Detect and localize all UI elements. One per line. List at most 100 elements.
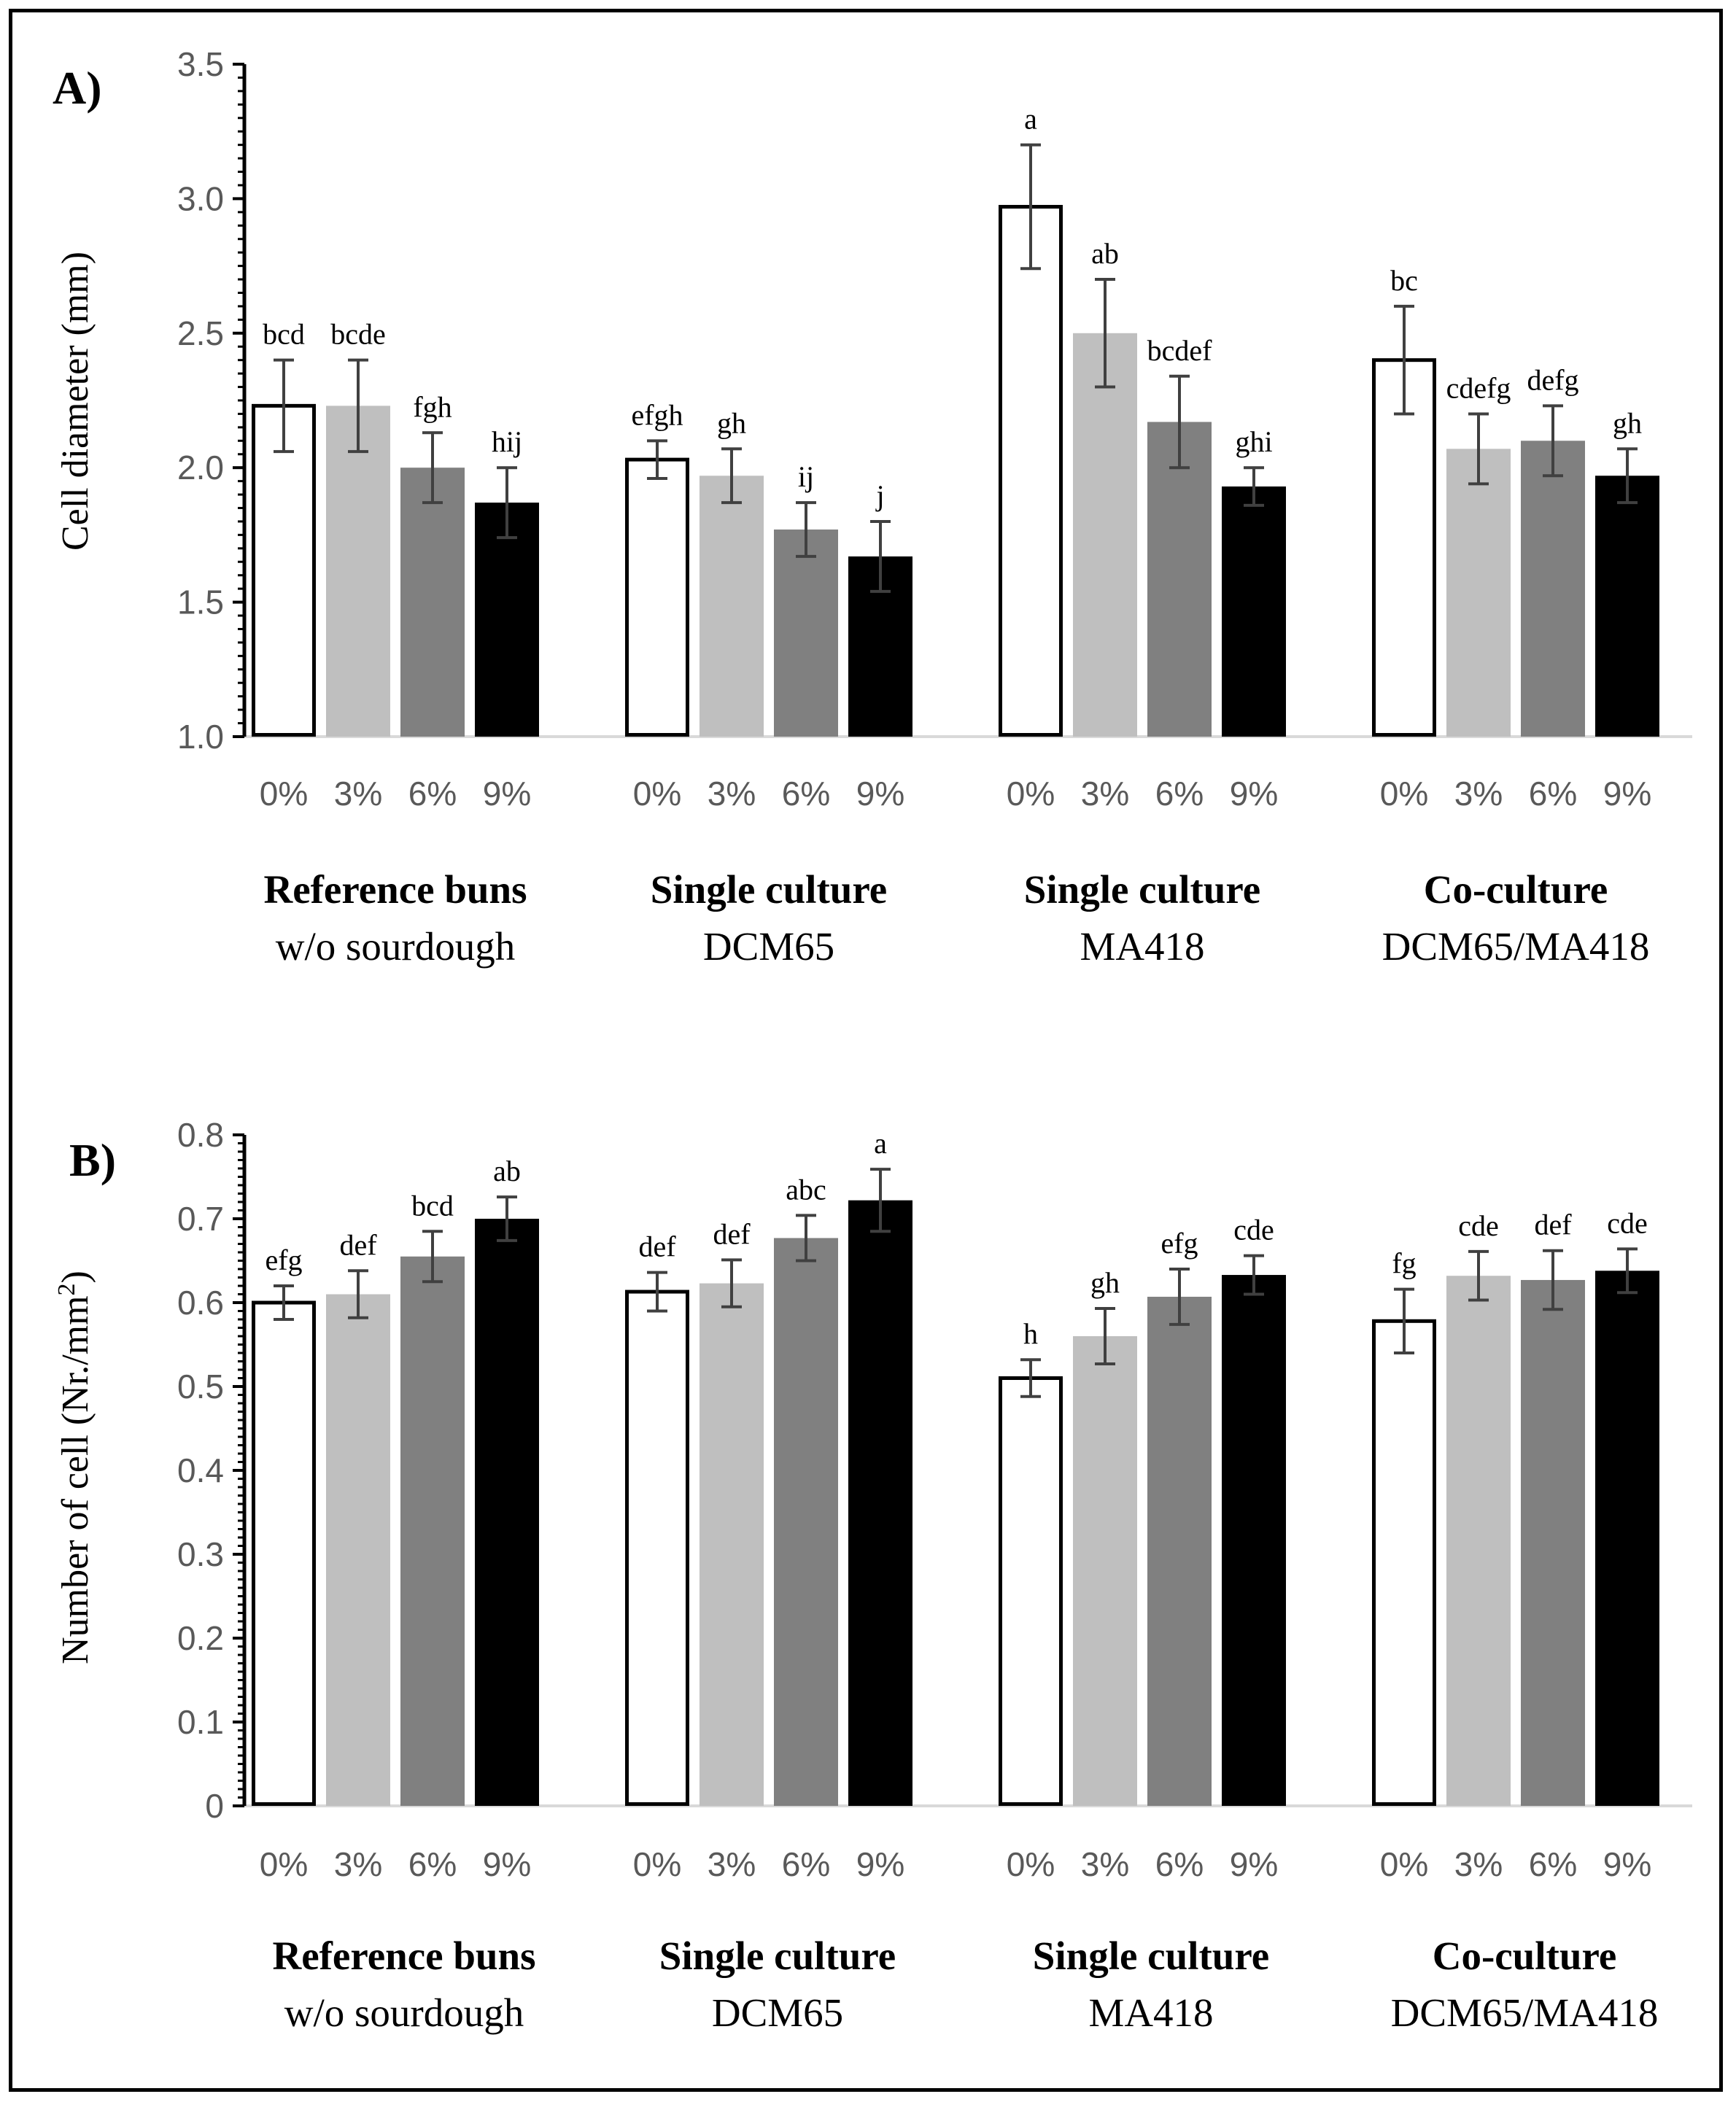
significance-letter: a [1024, 103, 1037, 136]
category-label: 9% [483, 775, 531, 813]
bar [1147, 422, 1212, 737]
significance-letter: gh [717, 406, 746, 439]
category-label: 6% [1529, 1845, 1577, 1883]
significance-letter: def [638, 1230, 676, 1263]
group-label-subtitle: DCM65 [703, 924, 834, 969]
y-tick-label: 0.4 [177, 1451, 224, 1489]
significance-letter: bcdef [1147, 334, 1213, 367]
bar [252, 403, 316, 737]
bar [1147, 1296, 1212, 1806]
significance-letter: def [339, 1228, 377, 1261]
significance-letter: efgh [631, 398, 683, 431]
bar [1222, 486, 1286, 737]
category-label: 6% [408, 775, 457, 813]
category-label: 6% [782, 1845, 830, 1883]
significance-letter: cdefg [1446, 371, 1511, 404]
significance-letter: fg [1392, 1247, 1416, 1280]
significance-letter: cde [1458, 1209, 1499, 1242]
bar [1521, 1279, 1585, 1806]
bar [999, 1376, 1063, 1806]
y-axis-title-text: Number of cell (Nr./mm [55, 1295, 96, 1664]
significance-letter: cde [1607, 1206, 1648, 1239]
significance-letter: defg [1527, 363, 1578, 396]
y-tick-label: 0.3 [177, 1535, 224, 1573]
bar [1446, 1276, 1511, 1806]
y-tick-label: 0 [205, 1787, 224, 1825]
y-tick-label: 0.8 [177, 1116, 224, 1154]
significance-letter: a [874, 1127, 887, 1160]
y-tick-label: 3.5 [177, 45, 224, 83]
category-label: 6% [1529, 775, 1577, 813]
category-label: 3% [334, 775, 382, 813]
y-tick-label: 0.7 [177, 1200, 224, 1238]
group-label-title: Reference buns [263, 867, 527, 912]
significance-letter: ab [493, 1155, 521, 1187]
category-label: 6% [408, 1845, 457, 1883]
significance-letter: bcde [330, 318, 386, 351]
significance-letter: fgh [413, 390, 452, 423]
chart-panel-b: B) Number of cell (Nr./mm2) 0 0.1 0.2 0.3 0.4 0… [53, 1116, 1692, 2035]
bar [1222, 1275, 1286, 1806]
significance-letter: h [1023, 1317, 1038, 1350]
bar [252, 1300, 316, 1806]
panel-label: B) [69, 1134, 116, 1186]
panel-label: A) [53, 62, 102, 114]
group-label-subtitle: DCM65 [712, 1990, 843, 2035]
significance-letter: efg [1160, 1227, 1198, 1260]
category-label: 3% [1454, 1845, 1503, 1883]
y-axis-title-end: ) [55, 1271, 96, 1283]
group-label-subtitle: MA418 [1080, 924, 1204, 969]
y-tick-label: 0.2 [177, 1619, 224, 1657]
significance-letter: ij [798, 460, 814, 493]
category-label: 3% [708, 775, 756, 813]
significance-letter: j [875, 479, 884, 512]
group-label-subtitle: MA418 [1088, 1990, 1213, 2035]
bar [774, 530, 838, 737]
bar [625, 1289, 689, 1807]
category-label: 9% [1230, 1845, 1278, 1883]
bar [1595, 476, 1659, 737]
bar [1521, 441, 1585, 737]
bar [625, 457, 689, 737]
group-label-title: Single culture [651, 867, 887, 912]
y-axis-title-text: Cell diameter (mm) [55, 252, 96, 551]
bar [1446, 449, 1511, 737]
y-axis-title: Number of cell (Nr./mm2) [53, 1271, 97, 1664]
significance-letter: cde [1233, 1214, 1274, 1246]
bar [400, 468, 465, 737]
category-label: 0% [1007, 1845, 1055, 1883]
bar [475, 1219, 539, 1806]
bar [326, 406, 390, 737]
category-label: 9% [856, 1845, 904, 1883]
group-label-subtitle: w/o sourdough [284, 1990, 524, 2035]
category-label: 3% [708, 1845, 756, 1883]
bar [1372, 358, 1436, 737]
category-label: 3% [1081, 775, 1129, 813]
y-tick-label: 1.5 [177, 583, 224, 621]
group-label-title: Single culture [659, 1934, 896, 1978]
category-label: 0% [260, 1845, 308, 1883]
category-label: 9% [483, 1845, 531, 1883]
category-label: 9% [1603, 775, 1651, 813]
category-label: 9% [1230, 775, 1278, 813]
group-label-title: Co-culture [1433, 1934, 1617, 1978]
significance-letter: bcd [411, 1189, 454, 1222]
category-label: 3% [1081, 1845, 1129, 1883]
significance-letter: def [713, 1217, 751, 1250]
category-label: 9% [856, 775, 904, 813]
category-label: 6% [782, 775, 830, 813]
bar [999, 204, 1063, 737]
category-label: 0% [260, 775, 308, 813]
significance-letter: def [1534, 1209, 1572, 1241]
significance-letter: efg [265, 1244, 302, 1276]
group-label-subtitle: DCM65/MA418 [1382, 924, 1650, 969]
group-label-title: Single culture [1033, 1934, 1269, 1978]
group-label-subtitle: DCM65/MA418 [1391, 1990, 1659, 2035]
category-label: 0% [633, 775, 681, 813]
significance-letter: bc [1390, 264, 1418, 297]
bar [848, 1200, 912, 1806]
group-label-title: Co-culture [1424, 867, 1608, 912]
category-label: 9% [1603, 1845, 1651, 1883]
category-label: 6% [1155, 775, 1204, 813]
